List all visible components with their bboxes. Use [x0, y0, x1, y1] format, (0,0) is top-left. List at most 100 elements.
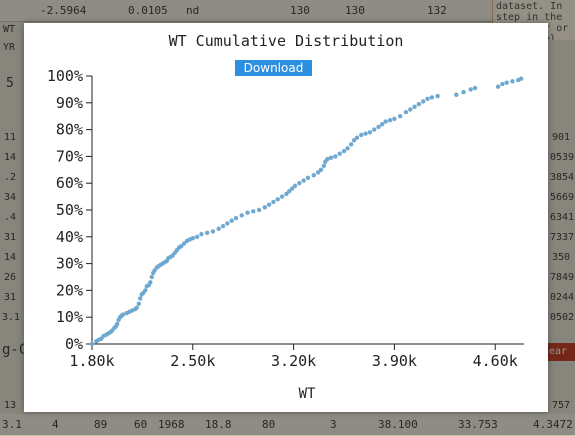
data-point — [403, 109, 409, 115]
table-cell: 0502 — [550, 312, 575, 323]
data-point — [115, 321, 120, 327]
table-cell: 34 — [4, 192, 17, 203]
data-point — [325, 156, 330, 162]
data-point — [461, 89, 466, 95]
x-tick-label: 2.50k — [170, 352, 215, 370]
data-point — [266, 202, 272, 207]
data-point — [205, 230, 210, 235]
data-point — [328, 155, 334, 160]
data-point — [245, 210, 250, 215]
data-point — [89, 341, 95, 347]
table-cell: 26 — [4, 272, 17, 283]
data-point — [134, 305, 139, 311]
x-tick-label: 4.60k — [473, 352, 518, 370]
table-cell: 3 — [330, 418, 337, 431]
data-point — [289, 186, 295, 191]
y-tick-label: 80% — [56, 121, 83, 139]
data-point — [412, 104, 417, 110]
data-point — [345, 146, 350, 151]
table-cell: 31 — [4, 292, 17, 303]
data-point — [225, 221, 230, 226]
data-point — [233, 215, 239, 221]
download-button[interactable]: Download — [235, 60, 312, 76]
data-point — [148, 280, 153, 285]
data-point — [383, 119, 388, 124]
table-cell: 3.1 — [2, 418, 22, 431]
data-point — [220, 223, 226, 229]
data-point — [271, 199, 276, 205]
table-cell: g-C — [2, 342, 28, 358]
y-axis: 0% 10% 20% 30% 40% 50% 60% 70% 80% 90% 100% — [47, 67, 93, 353]
data-point — [138, 296, 143, 301]
data-point — [190, 235, 195, 241]
data-point — [408, 107, 413, 112]
data-point — [435, 93, 440, 99]
data-point — [179, 243, 184, 249]
data-point — [149, 274, 154, 280]
data-point — [321, 163, 327, 168]
data-point — [194, 234, 200, 239]
table-cell: 33.753 — [458, 418, 498, 431]
data-point — [292, 183, 298, 189]
data-point — [367, 130, 373, 135]
table-cell: 6341 — [550, 212, 575, 223]
data-point — [425, 96, 430, 101]
data-point — [337, 151, 342, 156]
data-point — [351, 138, 357, 143]
data-point — [387, 118, 393, 123]
table-cell: 4.3472 — [533, 418, 573, 431]
data-point — [333, 154, 338, 159]
data-point — [392, 116, 397, 122]
y-tick-label: 10% — [56, 308, 83, 326]
data-point — [315, 170, 321, 175]
table-row: -2.5964 0.0105 nd 130 130 132 — [0, 0, 575, 22]
table-cell: 7849 — [550, 272, 575, 283]
clear-button[interactable]: ear — [545, 343, 575, 361]
data-point — [297, 181, 302, 186]
table-cell: 130 — [345, 4, 365, 17]
data-point — [284, 191, 289, 197]
table-cell: -2.5964 — [40, 4, 87, 17]
table-cell: 5 — [6, 76, 14, 91]
table-cell: 757 — [552, 400, 571, 411]
table-cell: 0539 — [550, 152, 575, 163]
data-point — [262, 205, 267, 210]
table-cell: nd — [186, 4, 200, 17]
table-cell: 0244 — [550, 292, 575, 303]
y-tick-label: 20% — [56, 281, 83, 299]
data-point — [239, 213, 244, 218]
data-point — [518, 76, 524, 81]
data-point — [216, 226, 221, 231]
data-point — [311, 172, 316, 178]
table-cell: .4 — [4, 212, 17, 223]
table-cell: 3.1 — [2, 312, 21, 323]
data-point — [275, 197, 280, 202]
table-cell: 60 — [134, 418, 148, 431]
data-point — [287, 189, 292, 194]
table-cell: 1968 — [158, 418, 185, 431]
table-cell: 132 — [427, 4, 447, 17]
data-point — [363, 131, 368, 136]
data-point — [341, 148, 347, 154]
data-points — [89, 76, 524, 347]
chart-title: WT Cumulative Distribution — [168, 32, 404, 50]
chart-modal: WT Cumulative Distribution Download 0% 10… — [24, 23, 548, 412]
data-point — [359, 132, 364, 138]
x-tick-label: 1.80k — [69, 352, 114, 370]
x-axis: 1.80k 2.50k 3.20k 3.90k 4.60k — [69, 343, 524, 370]
table-cell: .2 — [4, 172, 17, 183]
table-cell: 31 — [4, 232, 17, 243]
cumulative-distribution-chart: 0% 10% 20% 30% 40% 50% 60% 70% 80% 90% 100% 1.80k 2… — [47, 67, 524, 402]
data-point — [136, 301, 141, 306]
table-cell: 18.8 — [205, 418, 232, 431]
table-cell: 7337 — [550, 232, 575, 243]
table-cell: 11 — [4, 132, 17, 143]
data-point — [256, 207, 262, 213]
table-cell: 350 — [552, 252, 571, 263]
data-point — [318, 167, 324, 172]
table-cell: 89 — [94, 418, 108, 431]
table-cell: 14 — [4, 252, 17, 263]
table-cell: YR — [3, 42, 16, 53]
data-point — [495, 84, 501, 89]
data-point — [421, 99, 426, 104]
